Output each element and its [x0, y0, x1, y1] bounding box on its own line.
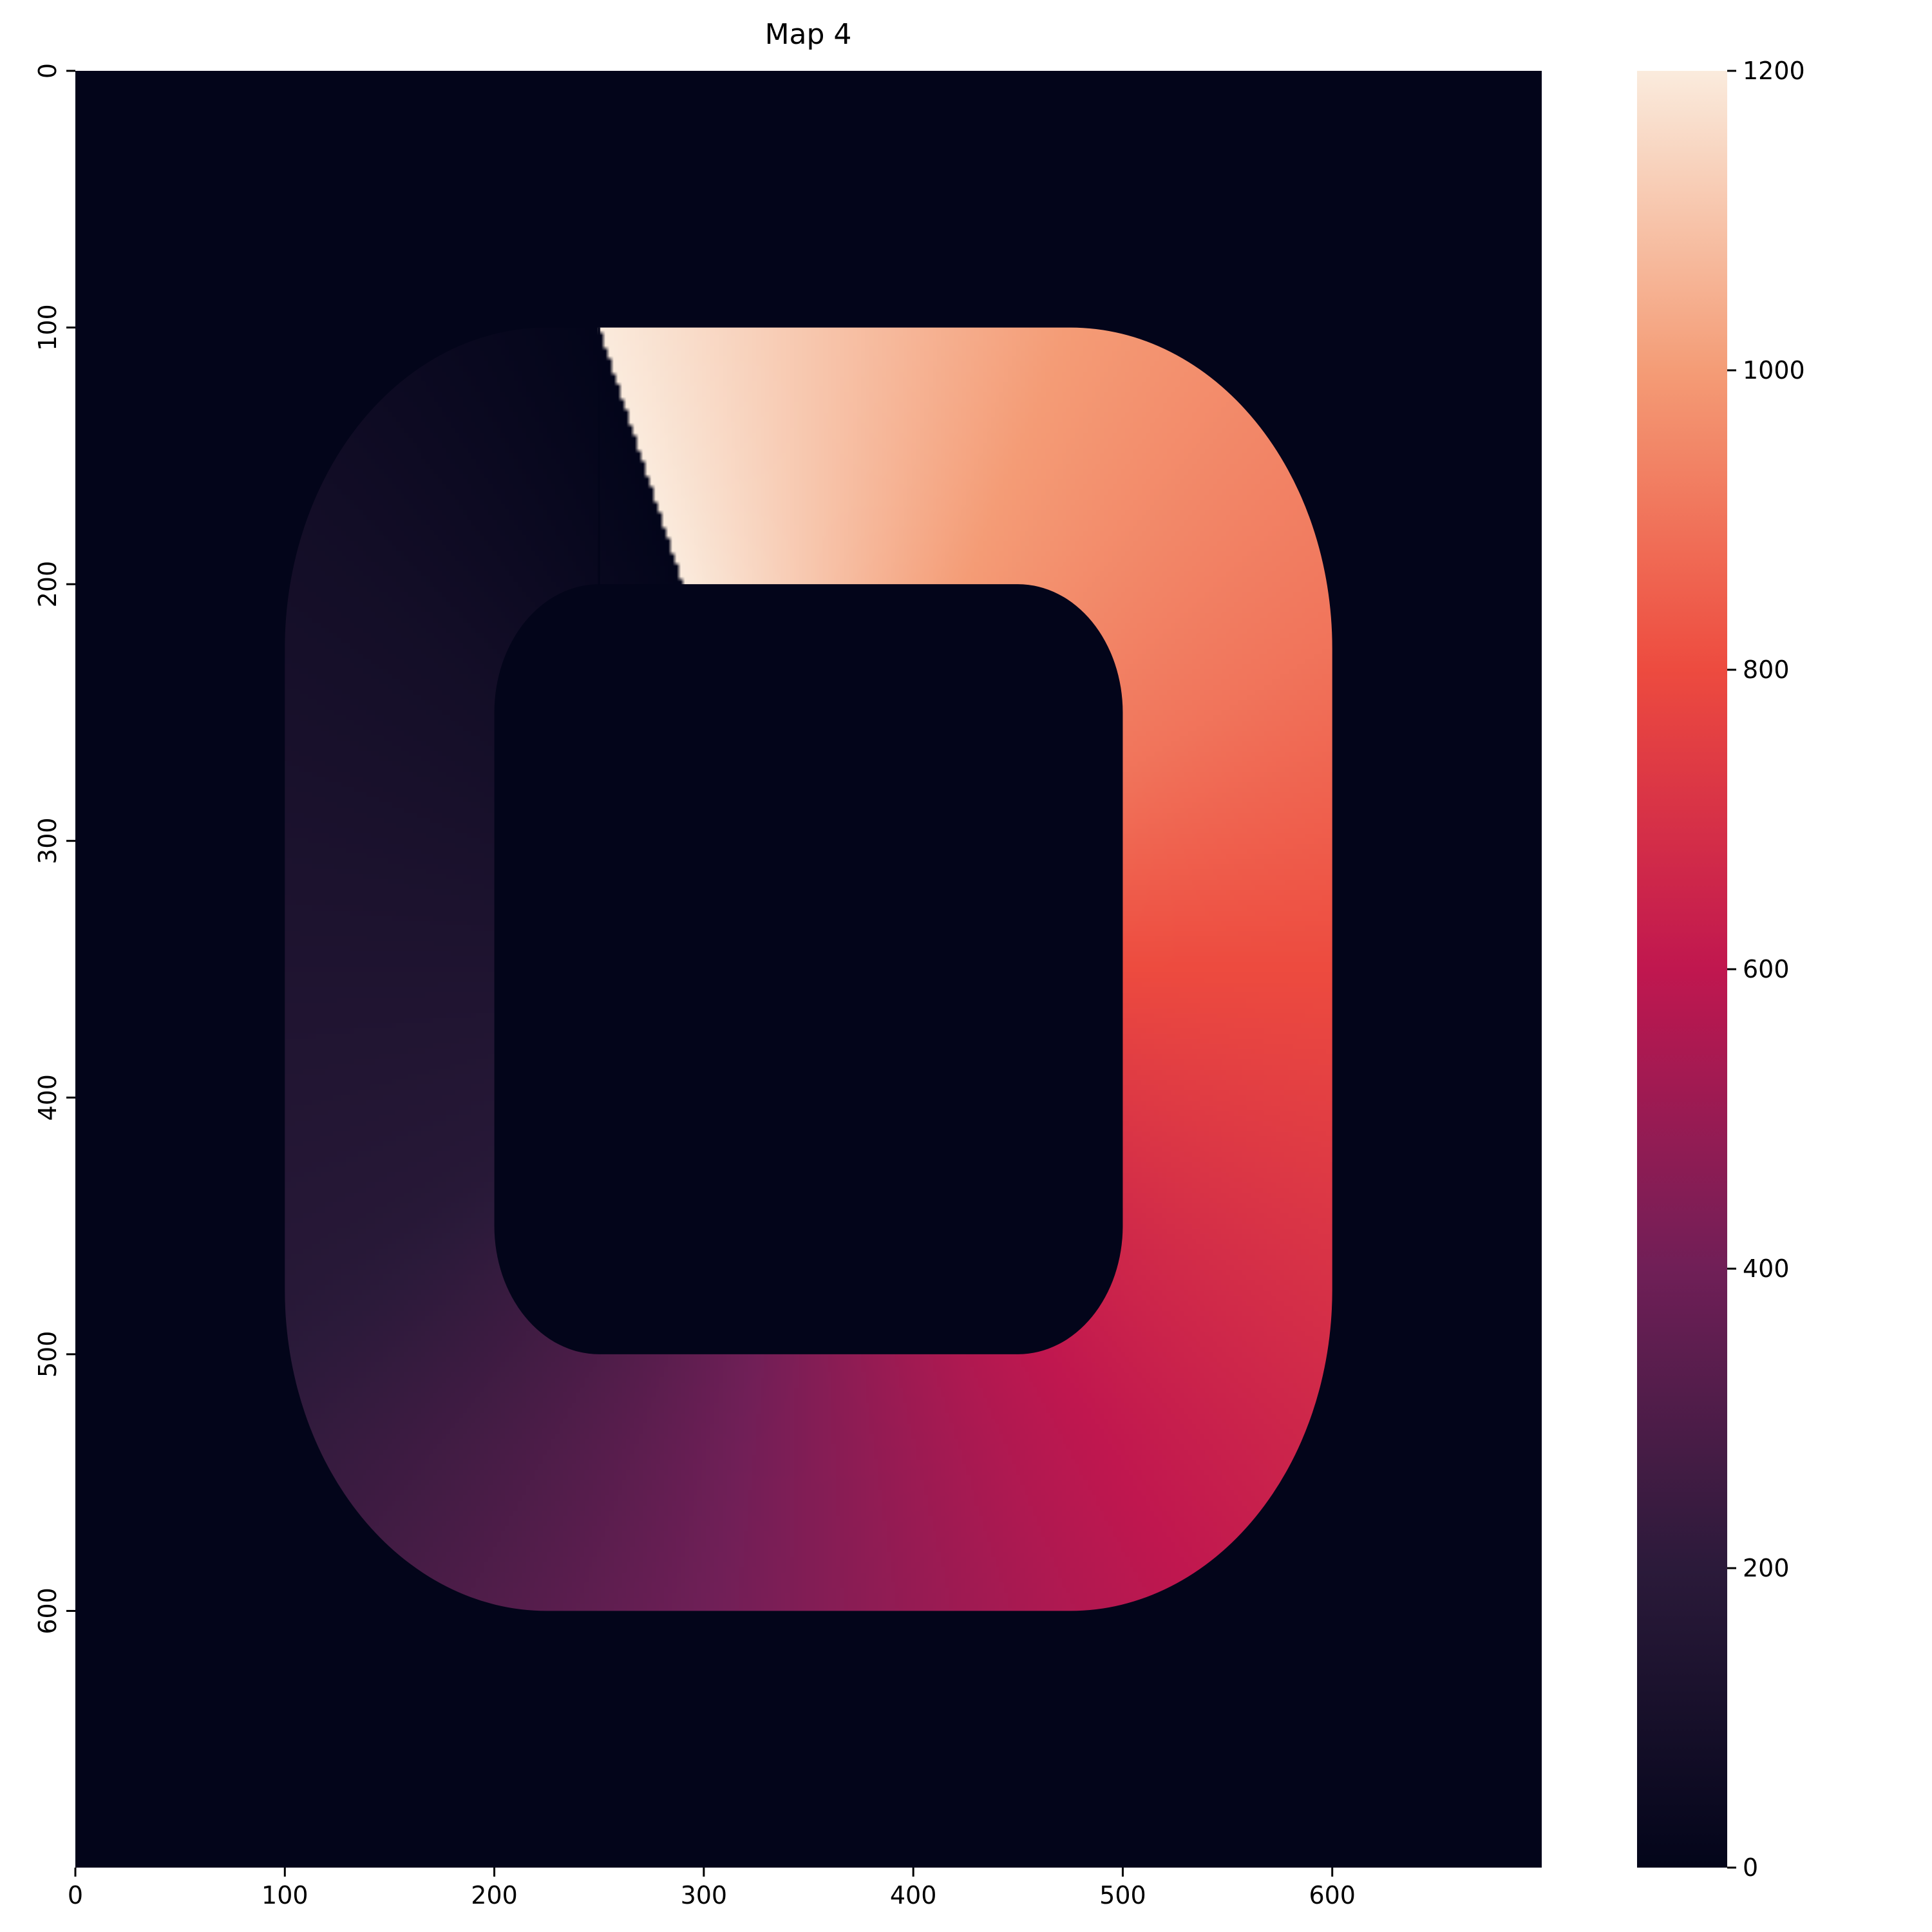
x-axis: 0 100 200 300 400 500 600	[68, 1868, 1356, 1909]
x-tick-label: 500	[1099, 1881, 1146, 1909]
colorbar-gradient	[1637, 71, 1727, 1868]
x-tick-label: 100	[261, 1881, 308, 1909]
x-tick-label: 300	[681, 1881, 728, 1909]
x-tick-label: 200	[471, 1881, 518, 1909]
colorbar-tick-label: 200	[1743, 1554, 1790, 1582]
x-tick-label: 400	[890, 1881, 937, 1909]
chart-title: Map 4	[765, 18, 852, 51]
colorbar-tick-label: 1200	[1743, 57, 1805, 85]
colorbar: 0 200 400 600 800 1000 1200	[1637, 57, 1805, 1882]
colorbar-tick-label: 800	[1743, 656, 1790, 684]
y-axis: 0 100 200 300 400 500 600	[33, 63, 75, 1634]
y-tick-label: 400	[33, 1074, 62, 1121]
colorbar-ticks: 0 200 400 600 800 1000 1200	[1727, 57, 1805, 1882]
y-tick-label: 500	[33, 1331, 62, 1378]
heatmap-plot-area	[75, 71, 1542, 1868]
y-tick-label: 100	[33, 304, 62, 351]
y-tick-label: 600	[33, 1587, 62, 1634]
colorbar-tick-label: 1000	[1743, 356, 1805, 384]
colorbar-tick-label: 400	[1743, 1255, 1790, 1283]
colorbar-tick-label: 0	[1743, 1853, 1758, 1882]
colorbar-tick-label: 600	[1743, 955, 1790, 983]
x-tick-label: 600	[1309, 1881, 1356, 1909]
y-tick-label: 0	[33, 63, 62, 79]
y-tick-label: 300	[33, 817, 62, 864]
x-tick-label: 0	[68, 1881, 83, 1909]
y-tick-label: 200	[33, 561, 62, 608]
